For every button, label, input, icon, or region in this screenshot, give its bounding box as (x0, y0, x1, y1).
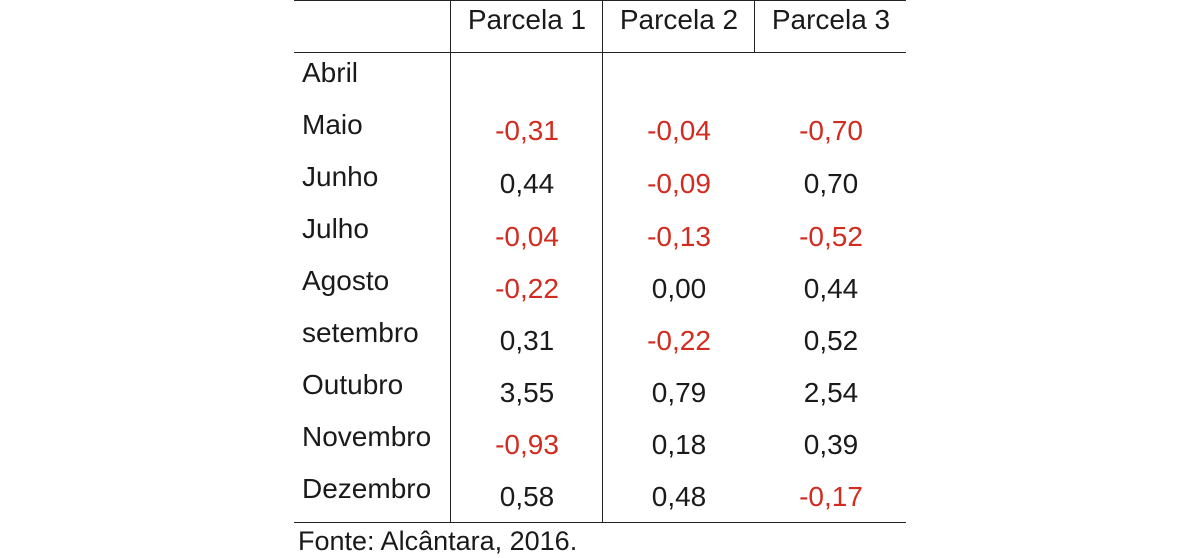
cell-value: 0,48 (651, 481, 707, 512)
cell-value: -0,22 (647, 325, 711, 356)
row-label: Julho (302, 213, 369, 244)
cell-value: -0,70 (799, 115, 863, 146)
cell-value: -0,09 (647, 168, 711, 199)
cell-value: 0,58 (499, 481, 555, 512)
row-label: Junho (302, 161, 379, 192)
cell-value: 0,18 (651, 429, 707, 460)
column-header-parcela-3: Parcela 3 (771, 4, 891, 35)
row-label: Abril (302, 57, 359, 88)
cell-value: 0,70 (803, 168, 859, 199)
column-header-parcela-1: Parcela 1 (467, 4, 587, 35)
row-label: setembro (302, 317, 419, 348)
cell-value: -0,52 (799, 221, 863, 252)
cell-value: 0,39 (803, 429, 859, 460)
cell-value: -0,13 (647, 221, 711, 252)
cell-value: 0,00 (651, 273, 707, 304)
row-label: Outubro (302, 369, 404, 400)
table-header-rule (294, 52, 906, 53)
row-label: Maio (302, 109, 363, 140)
column-separator-2 (602, 0, 603, 522)
column-separator-1 (450, 0, 451, 522)
cell-value: 0,44 (803, 273, 859, 304)
cell-value: 0,79 (651, 377, 707, 408)
cell-value: 2,54 (803, 377, 859, 408)
row-label: Novembro (302, 421, 432, 452)
cell-value: 0,52 (803, 325, 859, 356)
cell-value: -0,93 (495, 429, 559, 460)
cell-value: -0,04 (647, 115, 711, 146)
column-separator-3 (754, 0, 755, 52)
cell-value: 0,44 (499, 168, 555, 199)
cell-value: -0,22 (495, 273, 559, 304)
cell-value: -0,04 (495, 221, 559, 252)
cell-value: 3,55 (499, 377, 555, 408)
cell-value: -0,31 (495, 115, 559, 146)
cell-value: 0,31 (499, 325, 555, 356)
table-top-rule (294, 0, 906, 1)
row-label: Agosto (302, 265, 390, 296)
row-label: Dezembro (302, 473, 432, 504)
source-note: Fonte: Alcântara, 2016. (298, 526, 578, 556)
column-header-parcela-2: Parcela 2 (619, 4, 739, 35)
cell-value: -0,17 (799, 481, 863, 512)
table-bottom-rule (294, 522, 906, 523)
